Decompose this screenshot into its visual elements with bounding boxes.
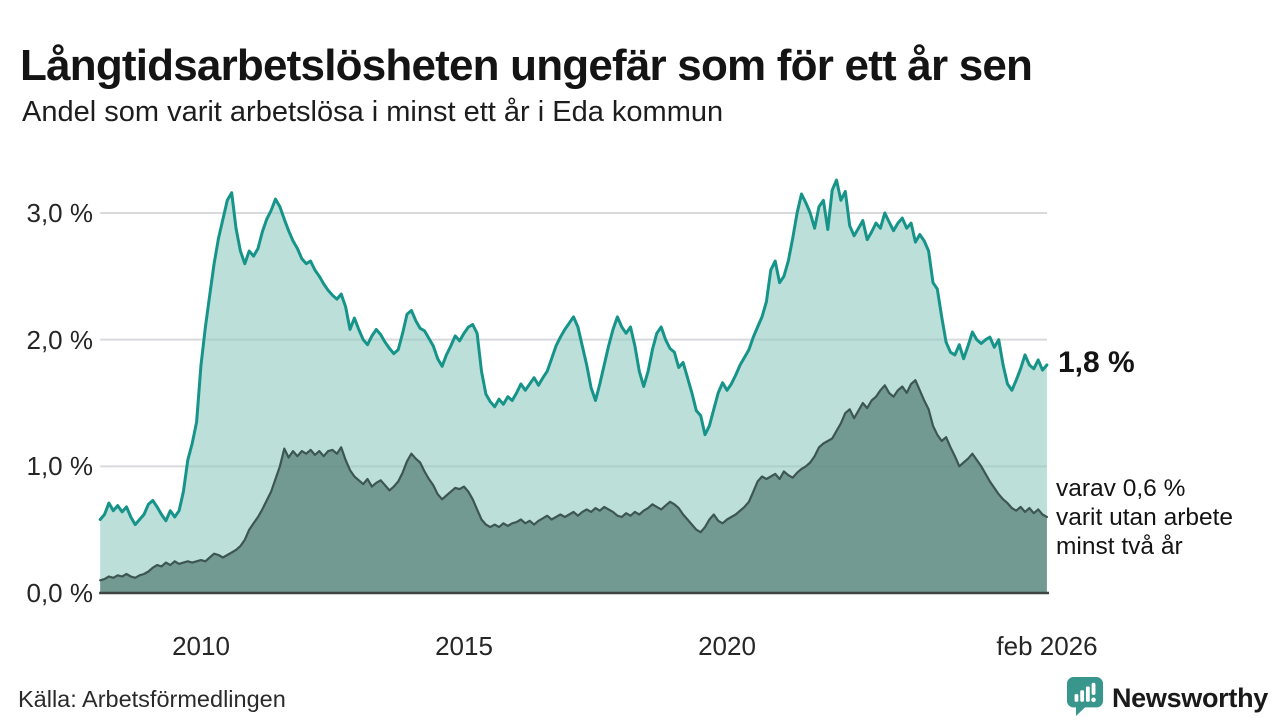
x-axis-tick-2020: 2020 (698, 631, 756, 661)
newsworthy-bars-icon (1066, 676, 1104, 721)
secondary-series-annotation: varav 0,6 % varit utan arbete minst två … (1056, 474, 1280, 561)
source-note: Källa: Arbetsförmedlingen (18, 686, 286, 712)
secondary-annotation-line3: minst två år (1056, 533, 1183, 560)
secondary-annotation-line2: varit utan arbete (1056, 504, 1234, 531)
secondary-annotation-line1: varav 0,6 % (1056, 475, 1186, 502)
newsworthy-logo: Newsworthy (1066, 676, 1268, 721)
newsworthy-logo-text: Newsworthy (1111, 682, 1268, 713)
chart-subtitle: Andel som varit arbetslösa i minst ett å… (22, 96, 724, 128)
y-axis-tick-2: 2,0 % (26, 325, 94, 355)
y-axis-tick-3: 3,0 % (26, 198, 94, 228)
x-axis-tick-feb-2026: feb 2026 (996, 631, 1098, 661)
y-axis-tick-1: 1,0 % (26, 451, 94, 481)
series-end-value-label: 1,8 % (1058, 346, 1135, 379)
x-axis-tick-2015: 2015 (435, 631, 493, 661)
x-axis-tick-2010: 2010 (172, 631, 230, 661)
page-title: Långtidsarbetslösheten ungefär som för e… (20, 41, 1033, 91)
y-axis-tick-0: 0,0 % (26, 578, 94, 608)
